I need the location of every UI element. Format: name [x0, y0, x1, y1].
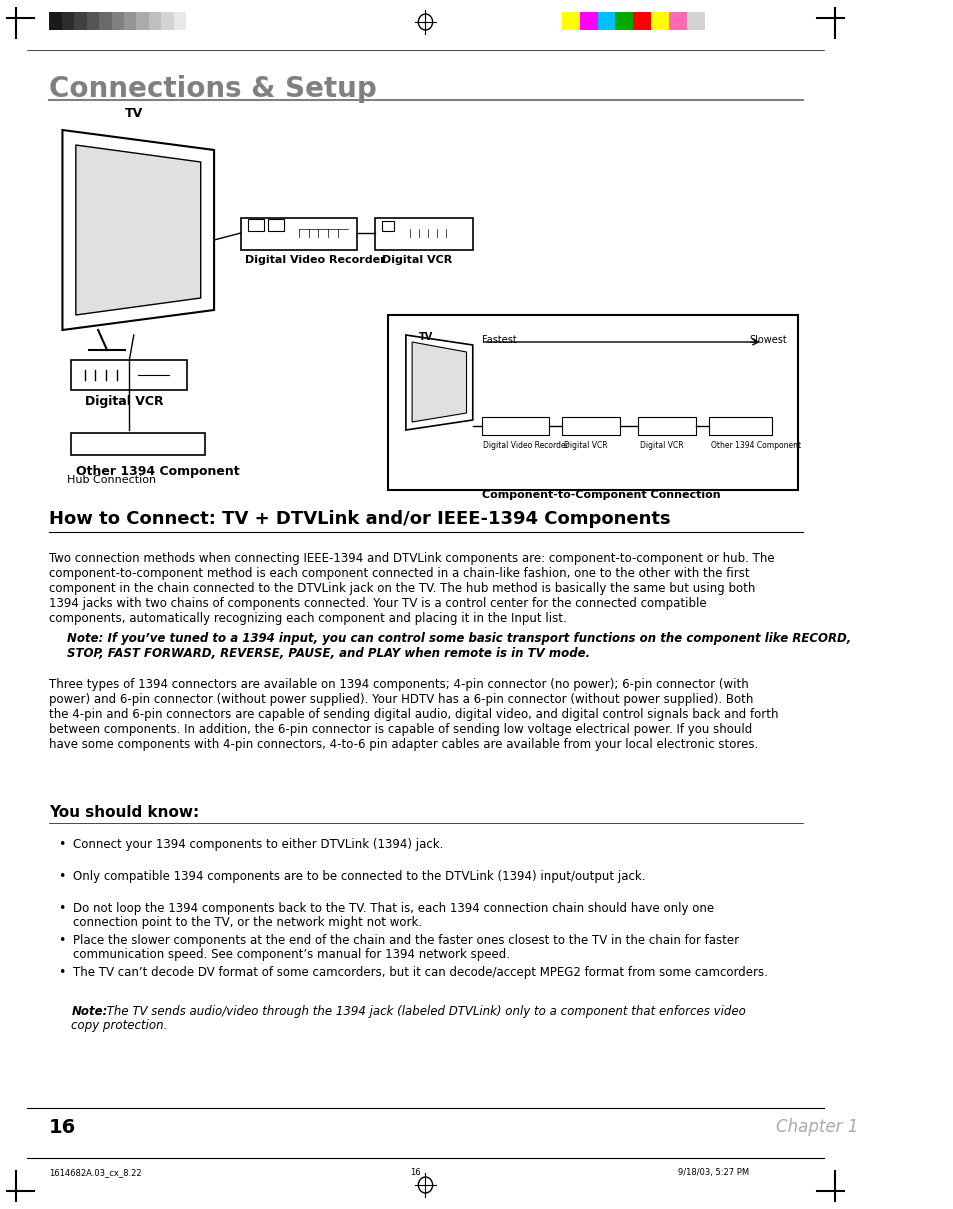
Text: Other 1394 Component: Other 1394 Component [710, 441, 801, 450]
Text: Two connection methods when connecting IEEE-1394 and DTVLink components are: com: Two connection methods when connecting I… [49, 553, 774, 565]
Text: Place the slower components at the end of the chain and the faster ones closest : Place the slower components at the end o… [73, 935, 739, 947]
Text: Chapter 1: Chapter 1 [775, 1118, 858, 1136]
Text: between components. In addition, the 6-pin connector is capable of sending low v: between components. In addition, the 6-p… [49, 723, 752, 736]
Bar [686, 12, 704, 30]
Bar [481, 417, 548, 435]
Bar [668, 12, 686, 30]
Text: •: • [58, 870, 66, 883]
Text: 1614682A.03_cx_8.22: 1614682A.03_cx_8.22 [49, 1168, 142, 1178]
Bar [186, 12, 199, 30]
Text: •: • [58, 966, 66, 979]
Bar [49, 12, 62, 30]
Text: have some components with 4-pin connectors, 4-to-6 pin adapter cables are availa: have some components with 4-pin connecto… [49, 737, 758, 751]
Text: Digital VCR: Digital VCR [381, 255, 452, 265]
Bar [597, 12, 615, 30]
Bar [149, 12, 161, 30]
Text: Slowest: Slowest [748, 335, 786, 345]
Bar [161, 12, 173, 30]
Text: Digital VCR: Digital VCR [563, 441, 607, 450]
Text: Digital Video Recorder: Digital Video Recorder [245, 255, 386, 265]
Bar [71, 360, 187, 391]
Text: 16: 16 [410, 1168, 420, 1178]
Text: •: • [58, 902, 66, 915]
Text: the 4-pin and 6-pin connectors are capable of sending digital audio, digital vid: the 4-pin and 6-pin connectors are capab… [49, 708, 778, 721]
Text: Three types of 1394 connectors are available on 1394 components; 4-pin connector: Three types of 1394 connectors are avail… [49, 678, 748, 692]
Bar [248, 219, 264, 231]
Bar [579, 12, 597, 30]
Text: Digital VCR: Digital VCR [639, 441, 682, 450]
Text: 1394 jacks with two chains of components connected. Your TV is a control center : 1394 jacks with two chains of components… [49, 597, 706, 611]
Bar [124, 12, 136, 30]
Bar [651, 12, 668, 30]
Text: Do not loop the 1394 components back to the TV. That is, each 1394 connection ch: Do not loop the 1394 components back to … [73, 902, 714, 915]
Polygon shape [75, 145, 200, 316]
Text: Connect your 1394 components to either DTVLink (1394) jack.: Connect your 1394 components to either D… [73, 838, 443, 851]
Text: component in the chain connected to the DTVLink jack on the TV. The hub method i: component in the chain connected to the … [49, 582, 755, 595]
Bar [615, 12, 633, 30]
Bar [71, 433, 205, 455]
Text: •: • [58, 935, 66, 947]
Bar [240, 218, 356, 250]
Text: Only compatible 1394 components are to be connected to the DTVLink (1394) input/: Only compatible 1394 components are to b… [73, 870, 645, 883]
Bar [173, 12, 186, 30]
Text: components, automatically recognizing each component and placing it in the Input: components, automatically recognizing ea… [49, 612, 566, 625]
Bar [381, 221, 394, 231]
Text: power) and 6-pin connector (without power supplied). Your HDTV has a 6-pin conne: power) and 6-pin connector (without powe… [49, 693, 753, 706]
Text: Note: If you’ve tuned to a 1394 input, you can control some basic transport func: Note: If you’ve tuned to a 1394 input, y… [67, 632, 850, 644]
Text: communication speed. See component’s manual for 1394 network speed.: communication speed. See component’s man… [73, 948, 510, 961]
Bar [638, 417, 695, 435]
Text: How to Connect: TV + DTVLink and/or IEEE-1394 Components: How to Connect: TV + DTVLink and/or IEEE… [49, 510, 670, 528]
Text: Note:: Note: [71, 1005, 108, 1018]
Bar [388, 316, 798, 490]
Bar [561, 12, 579, 30]
Text: STOP, FAST FORWARD, REVERSE, PAUSE, and PLAY when remote is in TV mode.: STOP, FAST FORWARD, REVERSE, PAUSE, and … [67, 647, 589, 660]
Bar [268, 219, 283, 231]
Text: copy protection.: copy protection. [71, 1019, 168, 1032]
Text: The TV sends audio/video through the 1394 jack (labeled DTVLink) only to a compo: The TV sends audio/video through the 139… [103, 1005, 745, 1018]
Text: •: • [58, 838, 66, 851]
Text: The TV can’t decode DV format of some camcorders, but it can decode/accept MPEG2: The TV can’t decode DV format of some ca… [73, 966, 767, 979]
Text: Fastest: Fastest [481, 335, 516, 345]
Bar [99, 12, 112, 30]
Text: You should know:: You should know: [49, 805, 199, 820]
Bar [561, 417, 619, 435]
Text: Digital VCR: Digital VCR [85, 395, 163, 407]
Text: 16: 16 [49, 1118, 76, 1136]
Text: Component-to-Component Connection: Component-to-Component Connection [481, 490, 720, 501]
Bar [375, 218, 473, 250]
Text: Hub Connection: Hub Connection [67, 475, 156, 485]
Bar [633, 12, 651, 30]
Bar [708, 417, 771, 435]
Bar [112, 12, 124, 30]
Text: Digital Video Recorder: Digital Video Recorder [483, 441, 569, 450]
Bar [62, 12, 74, 30]
Text: TV: TV [125, 108, 143, 120]
Bar [87, 12, 99, 30]
Polygon shape [412, 342, 466, 422]
Text: Connections & Setup: Connections & Setup [49, 75, 376, 103]
Text: Other 1394 Component: Other 1394 Component [75, 465, 239, 478]
Text: TV: TV [418, 332, 433, 342]
Text: component-to-component method is each component connected in a chain-like fashio: component-to-component method is each co… [49, 567, 749, 580]
Bar [74, 12, 87, 30]
Text: connection point to the TV, or the network might not work.: connection point to the TV, or the netwo… [73, 916, 422, 929]
Bar [136, 12, 149, 30]
Text: 9/18/03, 5:27 PM: 9/18/03, 5:27 PM [678, 1168, 748, 1178]
